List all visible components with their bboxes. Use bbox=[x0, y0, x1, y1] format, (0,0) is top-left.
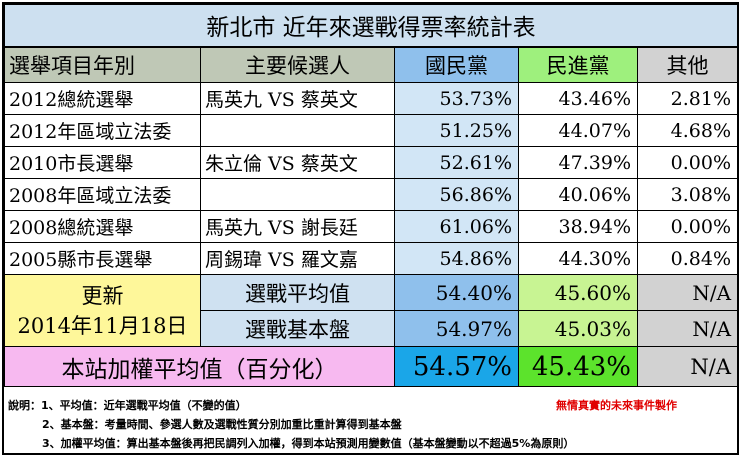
table-row: 2010市長選舉 朱立倫 VS 蔡英文 52.61% 47.39% 0.00% bbox=[4, 146, 739, 179]
note-line-2: 2、基本盤：考量時間、參選人數及選戰性質分別加重比重計算得到基本盤 bbox=[42, 418, 402, 431]
row-other: 3.08% bbox=[636, 178, 739, 211]
row-candidates: 馬英九 VS 謝長廷 bbox=[200, 210, 395, 243]
summary-label: 選戰基本盤 bbox=[200, 310, 395, 347]
summary-other: N/A bbox=[636, 310, 739, 347]
update-cell: 更新 2014年11月18日 bbox=[4, 274, 201, 347]
table-row: 2008總統選舉 馬英九 VS 謝長廷 61.06% 38.94% 0.00% bbox=[4, 210, 739, 243]
note-line-3: 3、加權平均值：算出基本盤後再把民調列入加權，得到本站預測用變數值（基本盤變動以… bbox=[42, 437, 575, 450]
row-candidates: 周錫瑋 VS 羅文嘉 bbox=[200, 242, 395, 275]
row-other: 4.68% bbox=[636, 114, 739, 147]
row-candidates bbox=[200, 178, 395, 211]
row-dpp: 43.46% bbox=[518, 82, 638, 115]
table-row: 2012總統選舉 馬英九 VS 蔡英文 53.73% 43.46% 2.81% bbox=[4, 82, 739, 115]
row-dpp: 47.39% bbox=[518, 146, 638, 179]
weighted-other: N/A bbox=[636, 346, 739, 387]
table-title: 新北市 近年來選戰得票率統計表 bbox=[3, 4, 739, 48]
row-other: 0.84% bbox=[636, 242, 739, 275]
row-kmt: 61.06% bbox=[394, 210, 519, 243]
summary-row-base: 選戰基本盤 54.97% 45.03% N/A bbox=[5, 310, 739, 347]
row-other: 0.00% bbox=[636, 146, 739, 179]
credit-text: 無情真實的未來事件製作 bbox=[556, 399, 677, 412]
header-dpp: 民進黨 bbox=[518, 46, 638, 83]
summary-kmt: 54.40% bbox=[394, 274, 519, 311]
row-item: 2005縣市長選舉 bbox=[4, 242, 201, 275]
notes-section: 說明：1、平均值：近年選戰平均值（不變的值） 無情真實的未來事件製作 2、基本盤… bbox=[4, 394, 737, 453]
summary-dpp: 45.60% bbox=[518, 274, 638, 311]
summary-row-average: 更新 2014年11月18日 選戰平均值 54.40% 45.60% N/A bbox=[4, 274, 739, 347]
row-other: 0.00% bbox=[636, 210, 739, 243]
header-other: 其他 bbox=[636, 46, 739, 83]
stats-table: 新北市 近年來選戰得票率統計表 選舉項目年別 主要候選人 國民黨 民進黨 其他 … bbox=[3, 4, 739, 387]
row-dpp: 40.06% bbox=[518, 178, 638, 211]
row-candidates: 朱立倫 VS 蔡英文 bbox=[200, 146, 395, 179]
row-item: 2012總統選舉 bbox=[4, 82, 201, 115]
summary-kmt: 54.97% bbox=[394, 310, 519, 347]
update-date: 2014年11月18日 bbox=[17, 313, 188, 338]
header-item: 選舉項目年別 bbox=[4, 46, 201, 83]
update-label: 更新 bbox=[81, 283, 124, 308]
weighted-row: 本站加權平均值（百分化） 54.57% 45.43% N/A bbox=[4, 346, 739, 387]
row-kmt: 51.25% bbox=[394, 114, 519, 147]
weighted-label: 本站加權平均值（百分化） bbox=[4, 346, 395, 387]
table-row: 2012年區域立法委 51.25% 44.07% 4.68% bbox=[4, 114, 739, 147]
weighted-dpp: 45.43% bbox=[518, 346, 638, 387]
table-row: 2008年區域立法委 56.86% 40.06% 3.08% bbox=[4, 178, 739, 211]
row-candidates bbox=[200, 114, 395, 147]
note-line-1: 說明：1、平均值：近年選戰平均值（不變的值） bbox=[8, 399, 247, 412]
row-item: 2008總統選舉 bbox=[4, 210, 201, 243]
summary-dpp: 45.03% bbox=[518, 310, 638, 347]
summary-other: N/A bbox=[636, 274, 739, 311]
weighted-kmt: 54.57% bbox=[394, 346, 519, 387]
summary-label: 選戰平均值 bbox=[200, 274, 395, 311]
row-dpp: 38.94% bbox=[518, 210, 638, 243]
table-row: 2005縣市長選舉 周錫瑋 VS 羅文嘉 54.86% 44.30% 0.84% bbox=[4, 242, 739, 275]
row-item: 2008年區域立法委 bbox=[4, 178, 201, 211]
row-dpp: 44.07% bbox=[518, 114, 638, 147]
row-kmt: 53.73% bbox=[394, 82, 519, 115]
row-item: 2012年區域立法委 bbox=[4, 114, 201, 147]
header-candidates: 主要候選人 bbox=[200, 46, 395, 83]
row-kmt: 56.86% bbox=[394, 178, 519, 211]
header-row: 選舉項目年別 主要候選人 國民黨 民進黨 其他 bbox=[4, 46, 739, 83]
row-item: 2010市長選舉 bbox=[4, 146, 201, 179]
row-candidates: 馬英九 VS 蔡英文 bbox=[200, 82, 395, 115]
row-kmt: 52.61% bbox=[394, 146, 519, 179]
row-dpp: 44.30% bbox=[518, 242, 638, 275]
row-kmt: 54.86% bbox=[394, 242, 519, 275]
row-other: 2.81% bbox=[636, 82, 739, 115]
header-kmt: 國民黨 bbox=[394, 46, 519, 83]
